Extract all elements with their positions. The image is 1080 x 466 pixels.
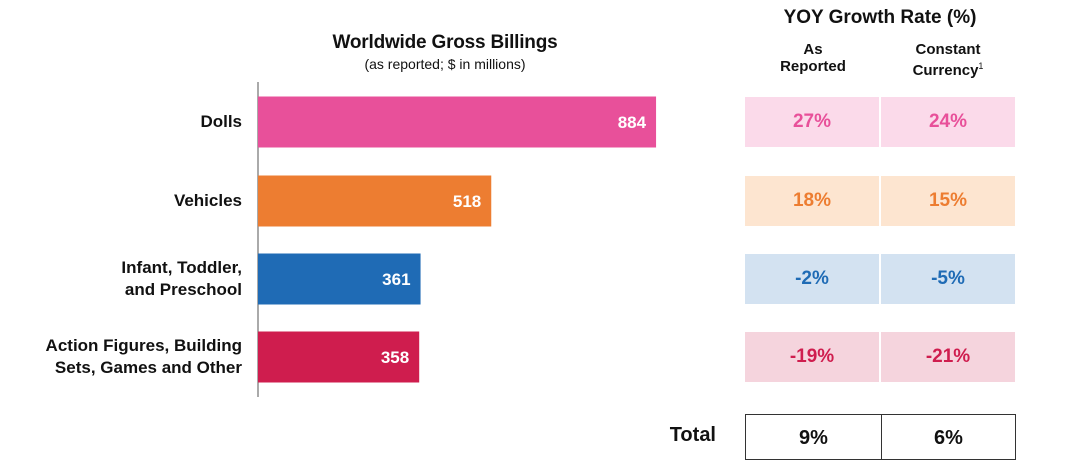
bar-value-label: 361 xyxy=(382,270,410,289)
yoy-cell-as-reported: 27% xyxy=(745,97,879,147)
total-constant-currency-cell: 6% xyxy=(881,414,1016,460)
category-label-line: Sets, Games and Other xyxy=(54,358,242,377)
footnote-marker: 1 xyxy=(978,61,984,71)
bar-action-figures-building-sets-games-and-other xyxy=(258,331,420,383)
bar-value-label: 518 xyxy=(453,192,481,211)
category-label-line: Infant, Toddler, xyxy=(121,258,242,277)
column-header-line: Reported xyxy=(780,58,846,75)
category-label-dolls: Dolls xyxy=(200,111,242,133)
yoy-cell-as-reported: -19% xyxy=(745,332,879,382)
total-as-reported-cell: 9% xyxy=(745,414,882,460)
bar-value-label: 358 xyxy=(381,348,409,367)
category-label-line: Vehicles xyxy=(173,191,242,210)
column-header-as-reported: As Reported xyxy=(745,41,881,75)
yoy-cell-as-reported: 18% xyxy=(745,176,879,226)
yoy-cell-as-reported: -2% xyxy=(745,254,879,304)
bar-dolls xyxy=(258,96,657,148)
column-header-line: As xyxy=(803,41,823,58)
yoy-cell-constant-currency: -21% xyxy=(881,332,1015,382)
category-label-infant-toddler-and-preschool: Infant, Toddler, and Preschool xyxy=(121,257,242,301)
bar-vehicles xyxy=(258,175,492,227)
bar-value-label: 884 xyxy=(618,113,647,132)
yoy-table-title: YOY Growth Rate (%) xyxy=(783,7,977,28)
column-header-line: Constant xyxy=(915,41,981,58)
yoy-cell-constant-currency: -5% xyxy=(881,254,1015,304)
category-label-line: Dolls xyxy=(200,112,242,131)
bar-infant-toddler-and-preschool xyxy=(258,253,421,305)
category-label-line: and Preschool xyxy=(124,280,242,299)
total-label: Total xyxy=(669,424,716,446)
yoy-cell-constant-currency: 24% xyxy=(881,97,1015,147)
bar-chart-title: Worldwide Gross Billings xyxy=(332,32,558,53)
bar-chart-subtitle: (as reported; $ in millions) xyxy=(364,56,526,72)
yoy-cell-constant-currency: 15% xyxy=(881,176,1015,226)
category-label-line: Action Figures, Building xyxy=(45,336,242,355)
category-label-action-figures-building-sets-games-and-other: Action Figures, Building Sets, Games and … xyxy=(46,335,242,379)
category-label-vehicles: Vehicles xyxy=(174,190,242,212)
column-header-constant-currency: Constant Currency1 xyxy=(881,41,1015,79)
column-header-line: Currency xyxy=(912,62,979,79)
